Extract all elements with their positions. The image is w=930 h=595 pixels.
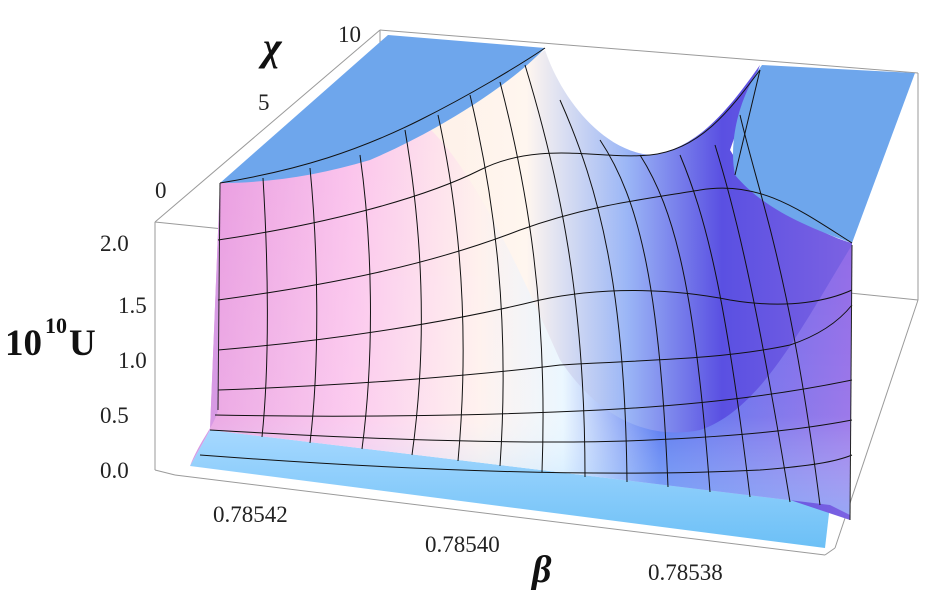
top-clip-left [220,35,545,183]
surface-left-side [190,183,220,466]
z-axis-label: 10 10 U [5,313,96,364]
z-tick-label: 0.5 [100,403,129,428]
surface-floor [190,430,830,548]
beta-tick-label: 0.78542 [213,502,288,527]
chi-tick-label: 0 [155,178,167,203]
z-tick-label: 1.0 [118,348,147,373]
svg-text:10: 10 [5,323,42,364]
svg-text:U: U [69,323,96,364]
z-axis-ticks: 0.0 0.5 1.0 1.5 2.0 [100,231,147,483]
box-front-edges [154,469,836,556]
chi-axis-label: χ [258,24,283,69]
z-tick-label: 1.5 [118,293,147,318]
top-clip-right [733,65,915,243]
chi-tick-label: 5 [258,90,270,115]
z-tick-label: 2.0 [100,231,129,256]
chi-tick-label: 10 [338,22,361,47]
surface-outline [217,182,853,521]
beta-tick-label: 0.78538 [648,560,723,585]
surface-mesh [199,47,853,506]
z-tick-label: 0.0 [100,458,129,483]
beta-axis-ticks: 0.78542 0.78540 0.78538 [213,502,723,585]
beta-tick-label: 0.78540 [425,532,500,557]
beta-axis-label: β [530,549,552,591]
svg-text:10: 10 [45,313,67,338]
chi-axis-ticks: 0 5 10 [155,22,361,203]
